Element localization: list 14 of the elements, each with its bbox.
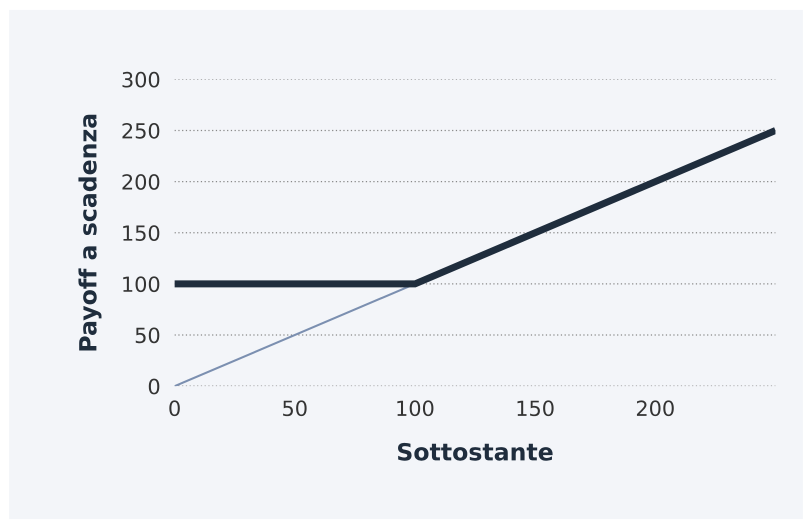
x-tick-label: 100 [397, 400, 434, 416]
y-tick-label: 150 [123, 225, 160, 241]
x-tick-label: 150 [518, 400, 554, 416]
y-tick-label: 50 [136, 327, 160, 344]
x-tick-label: 0 [169, 400, 180, 416]
x-axis-title: Sottostante [398, 442, 553, 461]
y-tick-label: 200 [122, 174, 160, 190]
y-tick-label: 300 [122, 72, 160, 88]
y-tick-label: 250 [122, 122, 160, 139]
x-tick-label: 200 [636, 400, 674, 416]
x-tick-label: 50 [283, 400, 307, 416]
y-axis-title: Payoff a scadenza [78, 114, 102, 350]
y-tick-label: 100 [123, 276, 160, 292]
y-tick-label: 0 [148, 378, 160, 394]
